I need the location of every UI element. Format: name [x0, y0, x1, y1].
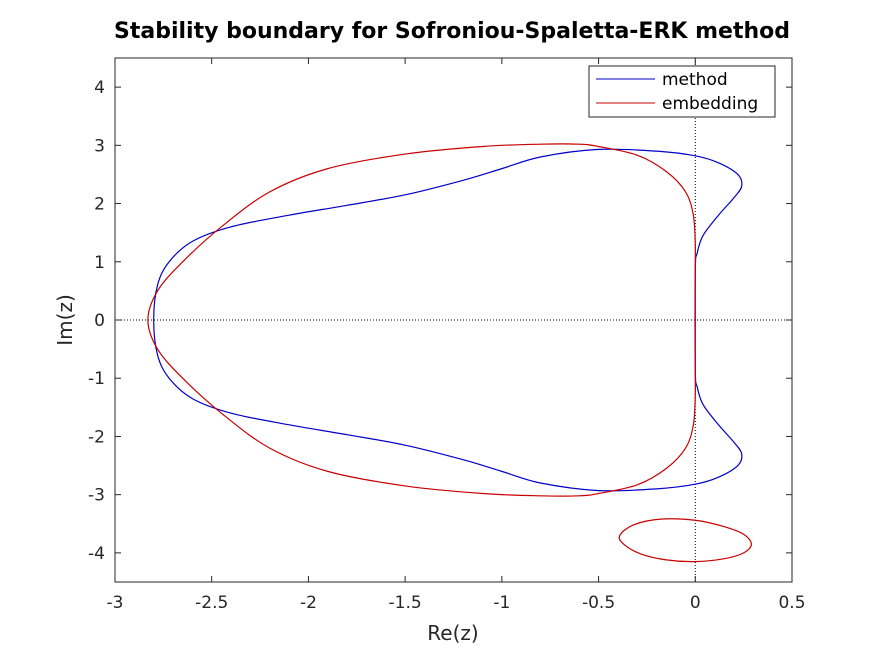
boundary-curves [147, 143, 752, 563]
x-tick-label: 0 [690, 593, 701, 613]
x-tick-label: -3 [107, 593, 124, 613]
y-tick-label: -1 [88, 369, 105, 389]
x-tick-label: -1 [493, 593, 510, 613]
y-tick-label: 1 [94, 253, 105, 273]
x-tick-label: -0.5 [582, 593, 615, 613]
curve-series-2 [618, 518, 752, 563]
curve-embedding [147, 143, 697, 497]
y-axis-ticks: 4 3 2 1 0 -1 -2 -3 -4 [88, 78, 792, 564]
x-tick-label: -2.5 [195, 593, 228, 613]
y-tick-label: 2 [94, 195, 105, 215]
legend: method embedding [588, 65, 776, 118]
x-axis-ticks: -3 -2.5 -2 -1.5 -1 -0.5 0 0.5 [107, 58, 806, 613]
x-axis-label: Re(z) [427, 621, 478, 645]
x-tick-label: -1.5 [389, 593, 422, 613]
x-tick-label: -2 [300, 593, 317, 613]
y-tick-label: 4 [94, 78, 105, 98]
y-tick-label: 3 [94, 136, 105, 156]
legend-label-embedding: embedding [662, 94, 758, 114]
y-tick-label: -4 [88, 544, 105, 564]
y-tick-label: -2 [88, 427, 105, 447]
legend-label-method: method [662, 70, 728, 90]
chart-title: Stability boundary for Sofroniou-Spalett… [114, 19, 790, 44]
plot-area [115, 58, 792, 582]
y-axis-label: Im(z) [53, 294, 77, 345]
curve-method [153, 148, 743, 492]
legend-box [588, 65, 776, 118]
x-tick-label: 0.5 [778, 593, 805, 613]
y-tick-label: 0 [94, 311, 105, 331]
y-tick-label: -3 [88, 486, 105, 506]
